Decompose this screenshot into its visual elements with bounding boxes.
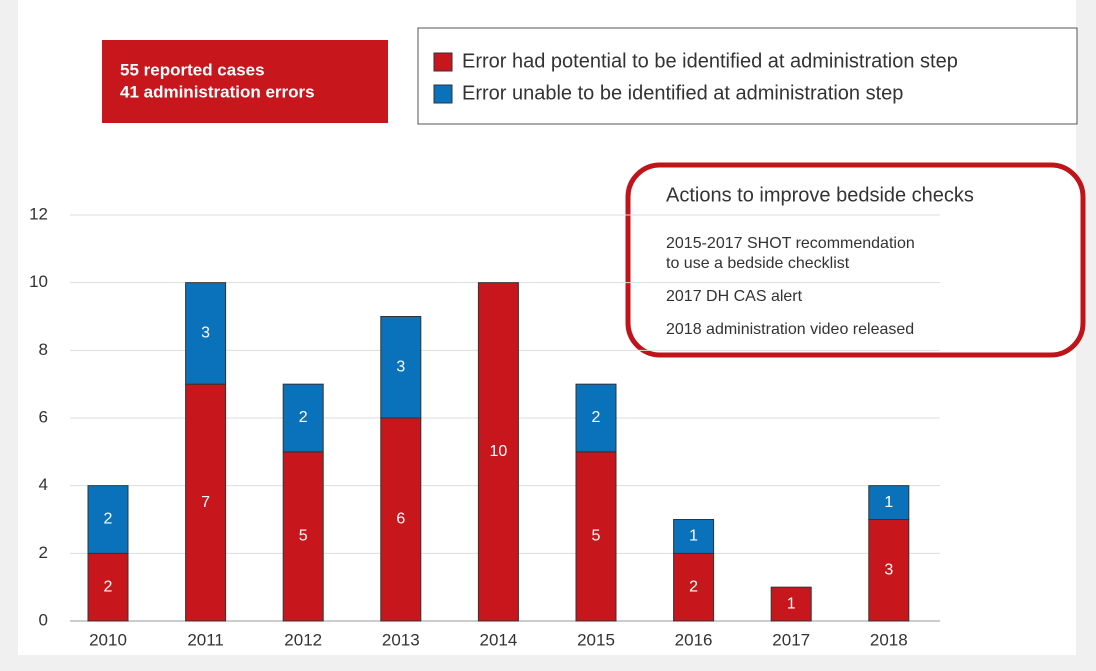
- bar-value-label: 1: [787, 595, 796, 612]
- annotation-item: to use a bedside checklist: [666, 255, 850, 272]
- annotation-item: 2018 administration video released: [666, 321, 914, 338]
- y-tick-label: 10: [29, 272, 48, 291]
- bar-value-label: 3: [884, 561, 893, 578]
- bar-segment: [673, 519, 715, 554]
- x-tick-label: 2014: [479, 630, 517, 649]
- bar-segment: [380, 417, 422, 622]
- x-tick-label: 2015: [577, 630, 615, 649]
- y-tick-label: 8: [39, 340, 48, 359]
- y-tick-label: 12: [29, 204, 48, 223]
- bar-segment: [477, 282, 519, 622]
- bar-value-label: 1: [884, 494, 893, 511]
- y-tick-label: 4: [39, 475, 48, 494]
- bar-segment: [673, 552, 715, 622]
- legend-swatch: [433, 52, 453, 72]
- bar-value-label: 5: [299, 528, 308, 545]
- x-tick-label: 2012: [284, 630, 322, 649]
- bar-value-label: 3: [396, 358, 405, 375]
- legend-swatch: [433, 84, 453, 104]
- annotation-box: [625, 162, 1086, 358]
- bar-segment: [87, 485, 129, 554]
- summary-line: 41 administration errors: [120, 82, 315, 101]
- bar-segment: [185, 282, 227, 385]
- x-tick-label: 2016: [675, 630, 713, 649]
- bar-segment: [380, 316, 422, 419]
- bar-segment: [282, 451, 324, 622]
- x-tick-label: 2017: [772, 630, 810, 649]
- legend-box: [417, 27, 1078, 125]
- bar-value-label: 2: [104, 511, 113, 528]
- summary-box: [102, 40, 388, 123]
- bar-segment: [575, 383, 617, 453]
- bar-segment: [868, 485, 910, 520]
- bar-segment: [575, 451, 617, 622]
- bar-value-label: 2: [104, 578, 113, 595]
- bar-segment: [282, 383, 324, 453]
- bar-value-label: 7: [201, 494, 210, 511]
- bar-segment: [770, 586, 812, 622]
- bar-value-label: 6: [396, 511, 405, 528]
- x-tick-label: 2013: [382, 630, 420, 649]
- annotation-item: 2015-2017 SHOT recommendation: [666, 235, 915, 252]
- summary-line: 55 reported cases: [120, 60, 265, 79]
- x-tick-label: 2018: [870, 630, 908, 649]
- x-tick-label: 2011: [187, 630, 224, 649]
- bar-value-label: 5: [592, 528, 601, 545]
- y-tick-label: 6: [39, 407, 48, 426]
- bar-value-label: 3: [201, 325, 210, 342]
- bar-value-label: 2: [299, 409, 308, 426]
- legend-label: Error had potential to be identified at …: [462, 50, 958, 72]
- annotation-item: 2017 DH CAS alert: [666, 288, 803, 305]
- bar-value-label: 10: [490, 443, 508, 460]
- legend-label: Error unable to be identified at adminis…: [462, 82, 903, 104]
- bar-value-label: 2: [592, 409, 601, 426]
- bar-segment: [185, 383, 227, 622]
- annotation-title: Actions to improve bedside checks: [666, 184, 974, 206]
- bar-value-label: 1: [689, 528, 698, 545]
- bar-value-label: 2: [689, 578, 698, 595]
- y-tick-label: 2: [39, 543, 48, 562]
- y-tick-label: 0: [39, 610, 48, 629]
- x-tick-label: 2010: [89, 630, 127, 649]
